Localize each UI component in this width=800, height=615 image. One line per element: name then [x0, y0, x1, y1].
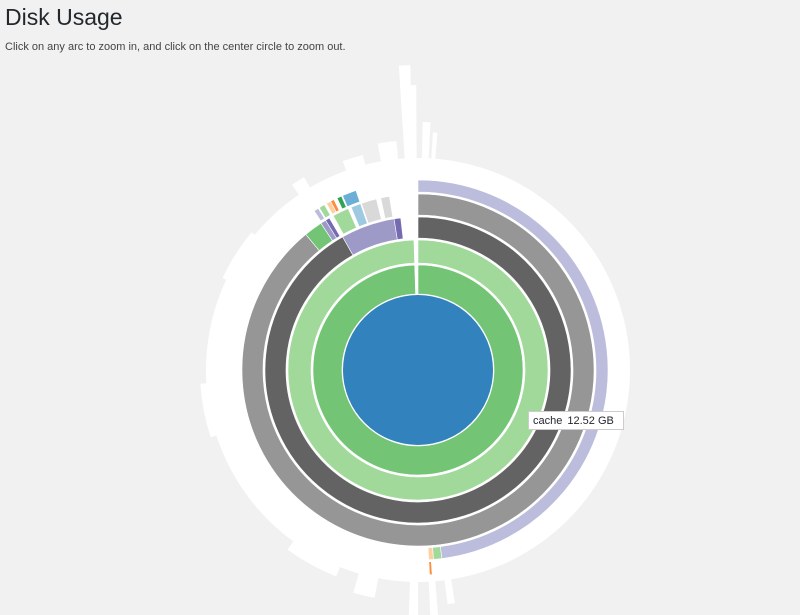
arc-level4-green-light[interactable]	[332, 208, 357, 235]
arc-level5-orange[interactable]	[330, 199, 340, 213]
outer-ray-5	[200, 382, 228, 438]
arc-level5-orange-light[interactable]	[427, 547, 434, 561]
arc-tooltip: cache 12.52 GB	[528, 411, 624, 430]
arc-level5-green-light[interactable]	[432, 546, 443, 560]
outer-ray-13	[222, 232, 264, 285]
center-circle[interactable]	[343, 295, 493, 445]
arc-level3-dark-purple[interactable]	[393, 217, 404, 240]
outer-ray-8	[443, 567, 455, 605]
arc-level5-green-mid[interactable]	[336, 195, 347, 210]
tooltip-name: cache	[533, 415, 563, 427]
arc-level4-blue-pale[interactable]	[350, 203, 368, 228]
outer-ray-2	[377, 141, 400, 174]
outer-ray-4	[292, 177, 317, 205]
arc-level5-blue-light[interactable]	[342, 190, 361, 208]
arc-level4-gray-light[interactable]	[361, 198, 382, 224]
outer-ray-3	[342, 154, 369, 182]
arc-level4-purple-dark-small[interactable]	[325, 217, 341, 239]
outer-ray-10	[287, 531, 345, 577]
tooltip-size: 12.52 GB	[567, 415, 614, 427]
arc-level5-green-light-2[interactable]	[318, 204, 331, 219]
outer-ray-11	[421, 122, 431, 171]
page-title: Disk Usage	[5, 4, 123, 30]
outer-ray-0	[398, 65, 413, 171]
instructions-text: Click on any arc to zoom in, and click o…	[5, 41, 346, 53]
outer-ray-1	[410, 85, 417, 171]
outer-ray-12	[430, 132, 438, 171]
arc-level4-gray-light-2[interactable]	[380, 195, 394, 219]
arc-level1-main[interactable]	[312, 264, 524, 476]
arc-level6-orange-small[interactable]	[428, 561, 433, 575]
outer-ray-7	[428, 569, 439, 615]
outer-ray-6	[408, 569, 418, 615]
outer-ray-9	[353, 562, 381, 598]
arc-level5-purple-light-2[interactable]	[313, 207, 325, 222]
